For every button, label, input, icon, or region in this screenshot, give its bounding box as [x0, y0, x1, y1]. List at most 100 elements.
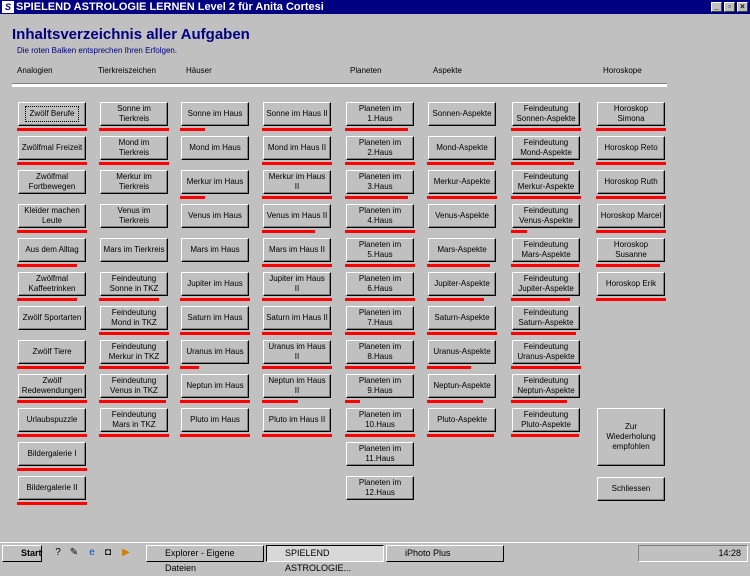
- task-button[interactable]: Feindeutung Venus in TKZ: [100, 374, 168, 398]
- quicklaunch-icon[interactable]: ✎: [69, 547, 79, 558]
- start-button[interactable]: Start: [2, 545, 42, 562]
- close-button[interactable]: Schliessen: [597, 477, 665, 501]
- minimize-button[interactable]: _: [711, 2, 722, 12]
- task-button[interactable]: Feindeutung Saturn-Aspekte: [512, 306, 580, 330]
- task-button[interactable]: Planeten im 10.Haus: [346, 408, 414, 432]
- task-button[interactable]: Uranus im Haus: [181, 340, 249, 364]
- task-button[interactable]: Jupiter-Aspekte: [428, 272, 496, 296]
- task-button[interactable]: Pluto-Aspekte: [428, 408, 496, 432]
- task-button[interactable]: Sonne im Tierkreis: [100, 102, 168, 126]
- task-button[interactable]: Mond-Aspekte: [428, 136, 496, 160]
- task-button[interactable]: Planeten im 7.Haus: [346, 306, 414, 330]
- task-button[interactable]: Feindeutung Mond-Aspekte: [512, 136, 580, 160]
- task-button[interactable]: Mond im Haus II: [263, 136, 331, 160]
- quicklaunch-icon[interactable]: ?: [55, 547, 61, 558]
- task-button[interactable]: Venus-Aspekte: [428, 204, 496, 228]
- task-button[interactable]: Jupiter im Haus II: [263, 272, 331, 296]
- task-button[interactable]: Zwölfmal Fortbewegen: [18, 170, 86, 194]
- task-button[interactable]: Pluto im Haus II: [263, 408, 331, 432]
- task-button[interactable]: Sonne im Haus: [181, 102, 249, 126]
- task-button[interactable]: Zwölf Sportarten: [18, 306, 86, 330]
- task-button[interactable]: Neptun im Haus II: [263, 374, 331, 398]
- task-button[interactable]: Merkur-Aspekte: [428, 170, 496, 194]
- task-button[interactable]: Bildergalerie I: [18, 442, 86, 466]
- task-explorer[interactable]: Explorer - Eigene Dateien: [146, 545, 264, 573]
- task-button[interactable]: Uranus-Aspekte: [428, 340, 496, 364]
- quicklaunch-icon[interactable]: ◘: [104, 547, 112, 558]
- task-button[interactable]: Aus dem Alltag: [18, 238, 86, 262]
- task-iphoto[interactable]: iPhoto Plus: [386, 545, 504, 562]
- task-button[interactable]: Jupiter im Haus: [181, 272, 249, 296]
- task-button[interactable]: Horoskop Erik: [597, 272, 665, 296]
- task-button[interactable]: Planeten im 9.Haus: [346, 374, 414, 398]
- task-button[interactable]: Sonnen-Aspekte: [428, 102, 496, 126]
- task-button[interactable]: Mond im Tierkreis: [100, 136, 168, 160]
- close-window-button[interactable]: ×: [737, 2, 748, 12]
- task-button[interactable]: Mars im Tierkreis: [100, 238, 168, 262]
- task-button[interactable]: Neptun-Aspekte: [428, 374, 496, 398]
- task-button[interactable]: Planeten im 4.Haus: [346, 204, 414, 228]
- browser-icon[interactable]: e: [89, 547, 95, 558]
- task-button[interactable]: Feindeutung Merkur in TKZ: [100, 340, 168, 364]
- task-button[interactable]: Venus im Haus: [181, 204, 249, 228]
- task-button[interactable]: Pluto im Haus: [181, 408, 249, 432]
- task-button[interactable]: Bildergalerie II: [18, 476, 86, 500]
- task-button[interactable]: Horoskop Simona: [597, 102, 665, 126]
- task-button[interactable]: Neptun im Haus: [181, 374, 249, 398]
- task-button[interactable]: Feindeutung Mars in TKZ: [100, 408, 168, 432]
- task-button[interactable]: Merkur im Haus II: [263, 170, 331, 194]
- task-button[interactable]: Mars im Haus II: [263, 238, 331, 262]
- task-button[interactable]: Horoskop Ruth: [597, 170, 665, 194]
- task-button[interactable]: Mond im Haus: [181, 136, 249, 160]
- progress-bar: [345, 400, 360, 403]
- task-button[interactable]: Merkur im Tierkreis: [100, 170, 168, 194]
- task-button[interactable]: Venus im Tierkreis: [100, 204, 168, 228]
- task-button[interactable]: Planeten im 5.Haus: [346, 238, 414, 262]
- task-button[interactable]: Zwölfmal Kaffeetrinken: [18, 272, 86, 296]
- progress-bar: [17, 128, 87, 131]
- task-button[interactable]: Kleider machen Leute: [18, 204, 86, 228]
- task-button[interactable]: Feindeutung Sonnen-Aspekte: [512, 102, 580, 126]
- task-button[interactable]: Saturn im Haus: [181, 306, 249, 330]
- task-button[interactable]: Feindeutung Mars-Aspekte: [512, 238, 580, 262]
- task-button[interactable]: Saturn im Haus II: [263, 306, 331, 330]
- task-button[interactable]: Mars-Aspekte: [428, 238, 496, 262]
- task-button[interactable]: Merkur im Haus: [181, 170, 249, 194]
- task-button[interactable]: Planeten im 6.Haus: [346, 272, 414, 296]
- task-button[interactable]: Mars im Haus: [181, 238, 249, 262]
- task-button[interactable]: Uranus im Haus II: [263, 340, 331, 364]
- task-button[interactable]: Zwölfmal Freizeit: [18, 136, 86, 160]
- review-recommended-button[interactable]: Zur Wiederholung empfohlen: [597, 408, 665, 466]
- task-button[interactable]: Planeten im 11.Haus: [346, 442, 414, 466]
- task-astrologie[interactable]: SPIELEND ASTROLOGIE...: [266, 545, 384, 573]
- task-button[interactable]: Feindeutung Sonne in TKZ: [100, 272, 168, 296]
- task-label: Neptun im Haus II: [268, 376, 326, 395]
- task-button[interactable]: Zwölf Redewendungen: [18, 374, 86, 398]
- task-button[interactable]: Planeten im 12.Haus: [346, 476, 414, 500]
- task-button[interactable]: Planeten im 2.Haus: [346, 136, 414, 160]
- task-button[interactable]: Saturn-Aspekte: [428, 306, 496, 330]
- task-button[interactable]: Zwölf Tiere: [18, 340, 86, 364]
- progress-bar: [262, 230, 315, 233]
- task-button[interactable]: Feindeutung Merkur-Aspekte: [512, 170, 580, 194]
- task-button[interactable]: Feindeutung Uranus-Aspekte: [512, 340, 580, 364]
- task-button[interactable]: Zwölf Berufe: [18, 102, 86, 126]
- task-button[interactable]: Urlaubspuzzle: [18, 408, 86, 432]
- media-icon[interactable]: ▶: [122, 547, 130, 558]
- task-label: Zwölf Berufe: [24, 106, 80, 122]
- task-button[interactable]: Feindeutung Mond in TKZ: [100, 306, 168, 330]
- task-button[interactable]: Horoskop Marcel: [597, 204, 665, 228]
- task-button[interactable]: Planeten im 1.Haus: [346, 102, 414, 126]
- task-button[interactable]: Feindeutung Jupiter-Aspekte: [512, 272, 580, 296]
- task-button[interactable]: Feindeutung Venus-Aspekte: [512, 204, 580, 228]
- task-button[interactable]: Venus im Haus II: [263, 204, 331, 228]
- restore-button[interactable]: ▫: [724, 2, 735, 12]
- task-button[interactable]: Feindeutung Neptun-Aspekte: [512, 374, 580, 398]
- task-button[interactable]: Horoskop Reto: [597, 136, 665, 160]
- task-label: Uranus-Aspekte: [433, 347, 491, 356]
- task-button[interactable]: Horoskop Susanne: [597, 238, 665, 262]
- task-button[interactable]: Feindeutung Pluto-Aspekte: [512, 408, 580, 432]
- task-button[interactable]: Planeten im 3.Haus: [346, 170, 414, 194]
- task-button[interactable]: Sonne im Haus II: [263, 102, 331, 126]
- task-button[interactable]: Planeten im 8.Haus: [346, 340, 414, 364]
